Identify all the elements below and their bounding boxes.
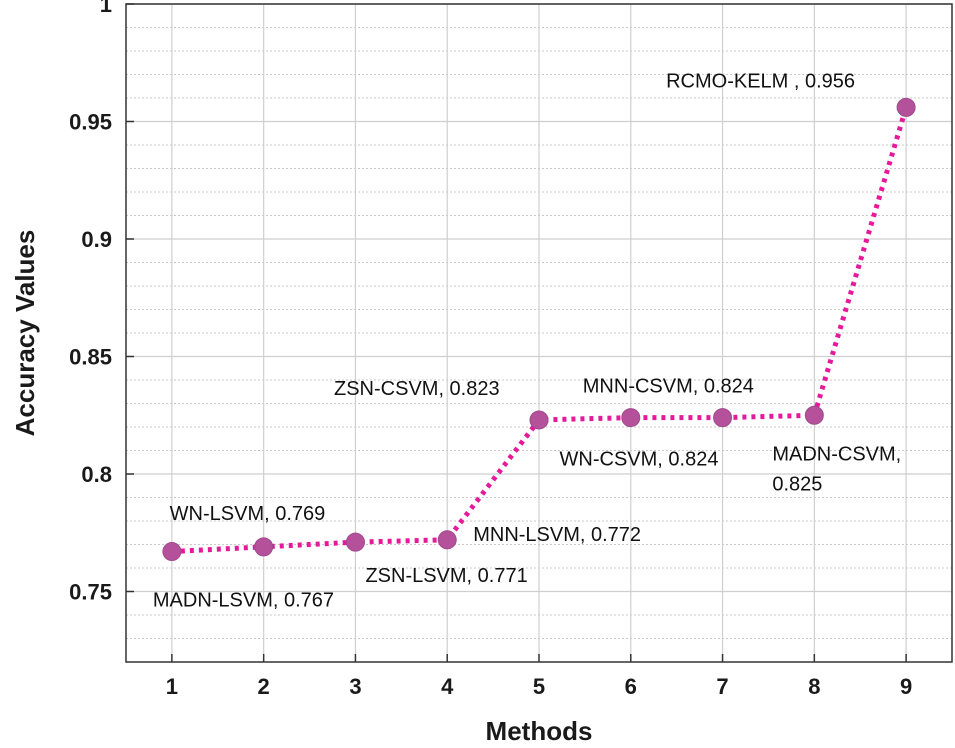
data-label-line: 0.825 (772, 473, 822, 495)
x-tick-label: 1 (166, 674, 178, 699)
data-label: MADN-CSVM, 0.825 (772, 443, 901, 495)
x-tick-label: 2 (258, 674, 270, 699)
data-labels: MADN-LSVM, 0.767 WN-LSVM, 0.769 ZSN-LSVM, … (153, 70, 901, 611)
x-tick-label: 5 (533, 674, 545, 699)
y-axis-title: Accuracy Values (10, 230, 40, 437)
x-axis-ticks: 1 2 3 4 5 6 7 8 9 (166, 654, 912, 699)
data-point (529, 410, 549, 430)
data-point (621, 408, 641, 428)
data-point (713, 408, 733, 428)
data-label: ZSN-LSVM, 0.771 (365, 565, 527, 587)
data-label: WN-LSVM, 0.769 (170, 503, 326, 525)
x-tick-label: 7 (716, 674, 728, 699)
y-tick-label: 0.85 (69, 345, 112, 370)
series-markers (162, 97, 916, 562)
data-point (254, 537, 274, 557)
x-tick-label: 8 (808, 674, 820, 699)
x-axis-title: Methods (486, 716, 593, 746)
y-axis-ticks: 0.75 0.8 0.85 0.9 0.95 1 (69, 0, 134, 605)
y-tick-label: 0.95 (69, 110, 112, 135)
y-tick-label: 0.75 (69, 580, 112, 605)
x-tick-label: 3 (349, 674, 361, 699)
data-label: WN-CSVM, 0.824 (560, 449, 719, 471)
data-label: MNN-CSVM, 0.824 (583, 376, 754, 398)
y-tick-label: 1 (100, 0, 112, 17)
major-grid (126, 3, 952, 662)
y-tick-label: 0.8 (81, 462, 112, 487)
x-tick-label: 6 (625, 674, 637, 699)
data-label-line: MADN-CSVM, (772, 443, 901, 465)
data-label: MADN-LSVM, 0.767 (153, 590, 334, 612)
data-point (437, 530, 457, 550)
data-point (162, 542, 182, 562)
x-tick-label: 4 (441, 674, 454, 699)
x-tick-label: 9 (900, 674, 912, 699)
data-point (804, 405, 824, 425)
data-label: MNN-LSVM, 0.772 (473, 524, 641, 546)
data-point (896, 97, 916, 117)
y-tick-label: 0.9 (81, 227, 112, 252)
data-point (345, 532, 365, 552)
data-label: RCMO-KELM , 0.956 (666, 70, 855, 92)
data-label: ZSN-CSVM, 0.823 (334, 378, 500, 400)
